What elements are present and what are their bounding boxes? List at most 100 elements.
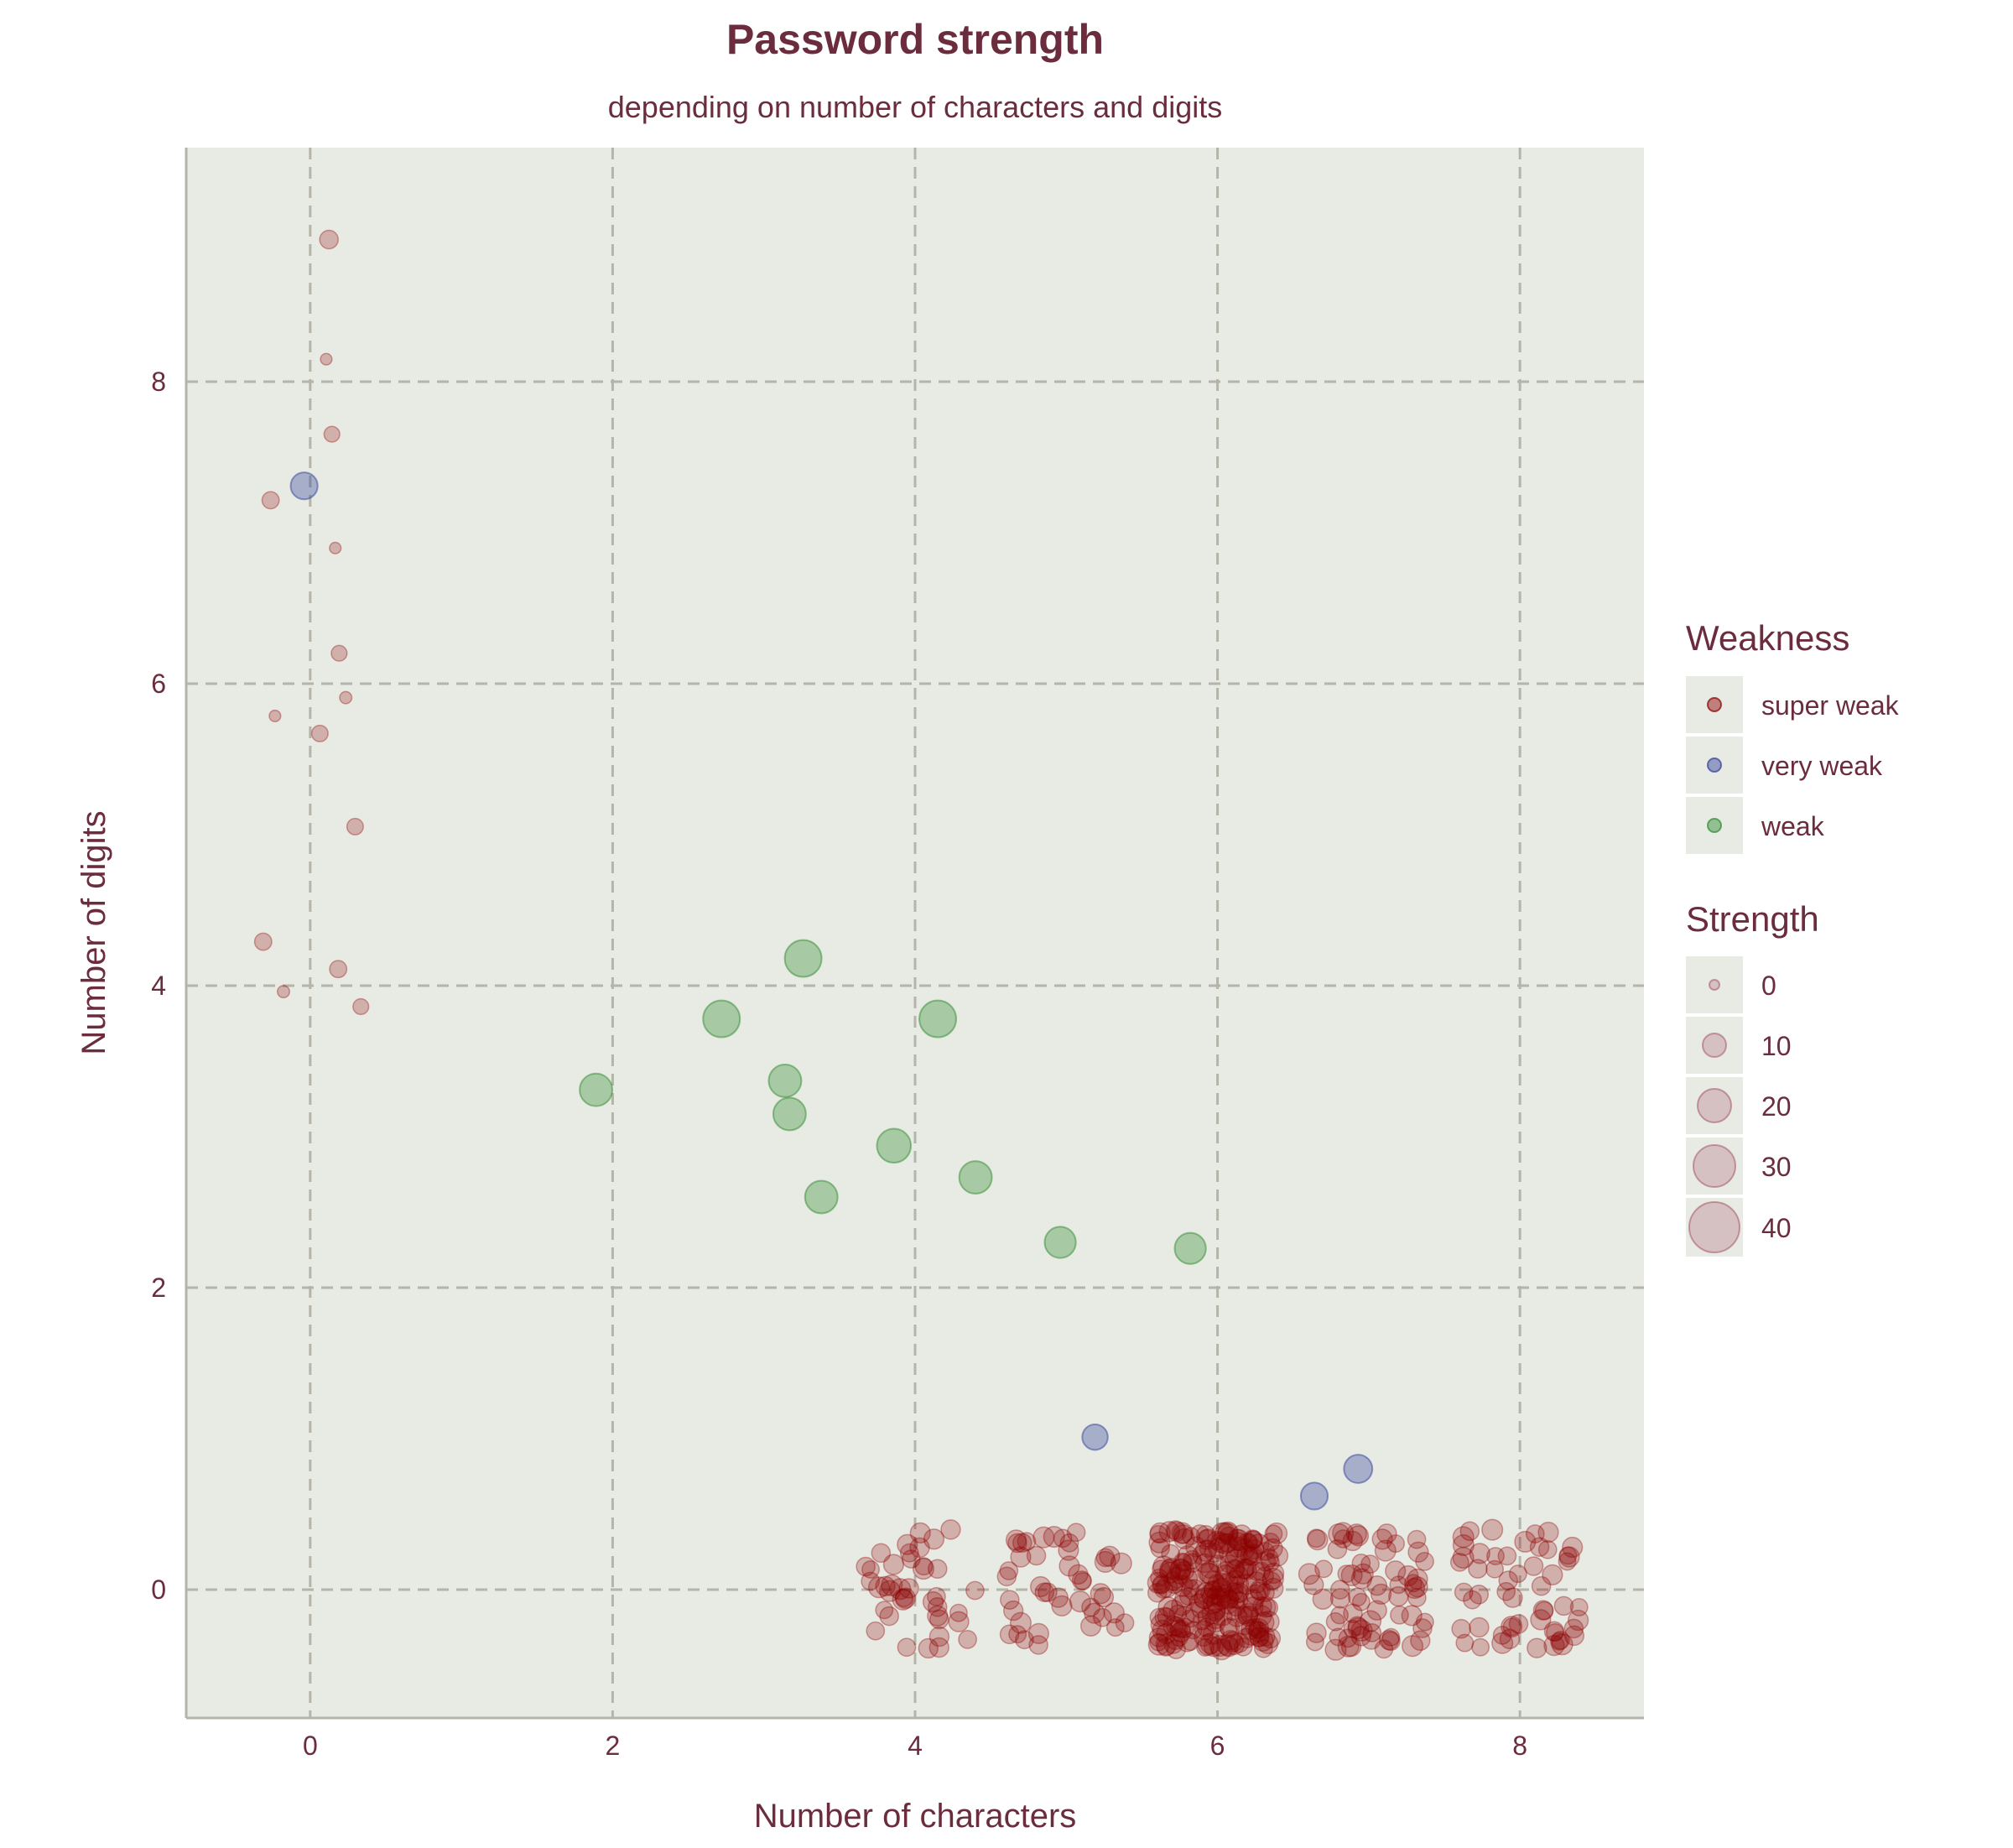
super-weak-point: [1338, 1628, 1358, 1648]
super-weak-point: [1348, 1587, 1367, 1607]
super-weak-point: [1459, 1521, 1480, 1542]
super-weak-point: [918, 1637, 939, 1659]
super-weak-point: [1371, 1528, 1393, 1550]
super-weak-point: [1351, 1592, 1371, 1611]
super-weak-point: [1068, 1564, 1089, 1585]
weak-point: [767, 1063, 803, 1098]
super-weak-point: [1267, 1544, 1289, 1567]
weak-point: [1043, 1226, 1077, 1259]
super-weak-point: [1228, 1581, 1250, 1603]
super-weak-point: [1366, 1575, 1388, 1596]
super-weak-point: [1225, 1569, 1246, 1590]
super-weak-point: [1242, 1596, 1264, 1618]
super-weak-point: [1058, 1539, 1079, 1561]
super-weak-point: [1261, 1571, 1282, 1591]
super-weak-point: [1262, 1562, 1285, 1585]
super-weak-point: [1502, 1617, 1521, 1637]
super-weak-point: [948, 1611, 970, 1632]
super-weak-point: [1174, 1553, 1194, 1572]
super-weak-point: [1215, 1587, 1237, 1609]
super-weak-point: [1015, 1630, 1034, 1650]
super-weak-point: [1385, 1560, 1407, 1582]
super-weak-point: [1225, 1549, 1246, 1569]
super-weak-point: [1208, 1538, 1230, 1559]
super-weak-point: [1149, 1607, 1169, 1627]
super-weak-point: [1207, 1530, 1227, 1551]
super-weak-point: [1374, 1539, 1397, 1562]
super-weak-point: [1211, 1577, 1232, 1597]
x-tick-label: 6: [1210, 1731, 1225, 1761]
weak-point: [783, 939, 823, 978]
super-weak-point: [1149, 1522, 1171, 1544]
super-weak-point: [1508, 1564, 1527, 1584]
super-weak-point: [1261, 1553, 1280, 1573]
super-weak-point: [878, 1580, 902, 1602]
super-weak-point: [1158, 1521, 1180, 1543]
super-weak-point: [1542, 1564, 1563, 1585]
super-weak-point: [1219, 1617, 1241, 1638]
weakness-legend-label: super weak: [1761, 690, 1900, 721]
super-weak-point: [1033, 1526, 1055, 1549]
super-weak-point: [1157, 1607, 1176, 1626]
super-weak-point: [1169, 1558, 1192, 1580]
super-weak-point: [1337, 1564, 1356, 1584]
very-weak-point: [1081, 1423, 1109, 1451]
super-weak-point: [1502, 1587, 1523, 1608]
super-weak-point: [1342, 1530, 1364, 1552]
super-weak-point: [1247, 1622, 1270, 1643]
super-weak-point: [1237, 1606, 1258, 1627]
super-weak-point: [1514, 1530, 1537, 1553]
super-weak-point: [1240, 1533, 1259, 1552]
super-weak-point: [1415, 1612, 1434, 1632]
super-weak-point: [1115, 1613, 1135, 1632]
super-weak-point: [1196, 1529, 1217, 1550]
super-weak-point: [1452, 1533, 1475, 1557]
super-weak-point: [1228, 1583, 1248, 1604]
super-weak-point: [1203, 1636, 1225, 1658]
super-weak-point: [1305, 1632, 1324, 1652]
super-weak-point: [1558, 1546, 1580, 1568]
super-weak-point: [922, 1590, 944, 1613]
very-weak-point: [1343, 1454, 1374, 1484]
super-weak-point: [1148, 1531, 1171, 1554]
x-tick-labels: 0 2 4 6 8: [303, 1731, 1527, 1761]
super-weak-point: [1378, 1629, 1400, 1651]
super-weak-point: [928, 1626, 950, 1648]
super-weak-point: [1235, 1573, 1258, 1596]
super-weak-point: [1093, 1607, 1112, 1627]
super-weak-point: [253, 932, 273, 951]
weakness-legend-key: [1686, 797, 1743, 854]
super-weak-point: [999, 1624, 1020, 1645]
super-weak-point: [1537, 1521, 1559, 1543]
super-weak-point: [1189, 1593, 1209, 1613]
super-weak-point: [1469, 1585, 1490, 1605]
strength-legend-swatch: [1709, 979, 1720, 991]
super-weak-point: [914, 1557, 934, 1576]
super-weak-point: [1501, 1616, 1523, 1638]
super-weak-point: [1169, 1619, 1189, 1638]
very-weak-point: [289, 471, 319, 501]
super-weak-point: [1240, 1605, 1259, 1624]
super-weak-point: [1314, 1559, 1334, 1579]
super-weak-point: [1165, 1520, 1186, 1540]
super-weak-point: [1562, 1536, 1584, 1559]
strength-legend-items: 0 10 20 30 40: [1686, 956, 1792, 1257]
super-weak-point: [1204, 1543, 1225, 1563]
super-weak-point: [1362, 1623, 1382, 1642]
super-weak-point: [1053, 1528, 1073, 1549]
super-weak-point: [1551, 1630, 1570, 1650]
super-weak-point: [1328, 1523, 1350, 1545]
super-weak-point: [1171, 1522, 1194, 1544]
super-weak-point: [1266, 1522, 1288, 1544]
super-weak-point: [1198, 1528, 1218, 1548]
super-weak-point: [1193, 1611, 1212, 1631]
super-weak-point: [1370, 1583, 1392, 1605]
super-weak-point: [927, 1597, 948, 1617]
super-weak-point: [1163, 1599, 1185, 1622]
super-weak-point: [1491, 1632, 1514, 1654]
super-weak-point: [1298, 1563, 1320, 1585]
super-weak-point: [1185, 1536, 1207, 1558]
super-weak-point: [1252, 1611, 1275, 1634]
super-weak-point: [881, 1574, 903, 1596]
super-weak-point: [928, 1637, 949, 1658]
